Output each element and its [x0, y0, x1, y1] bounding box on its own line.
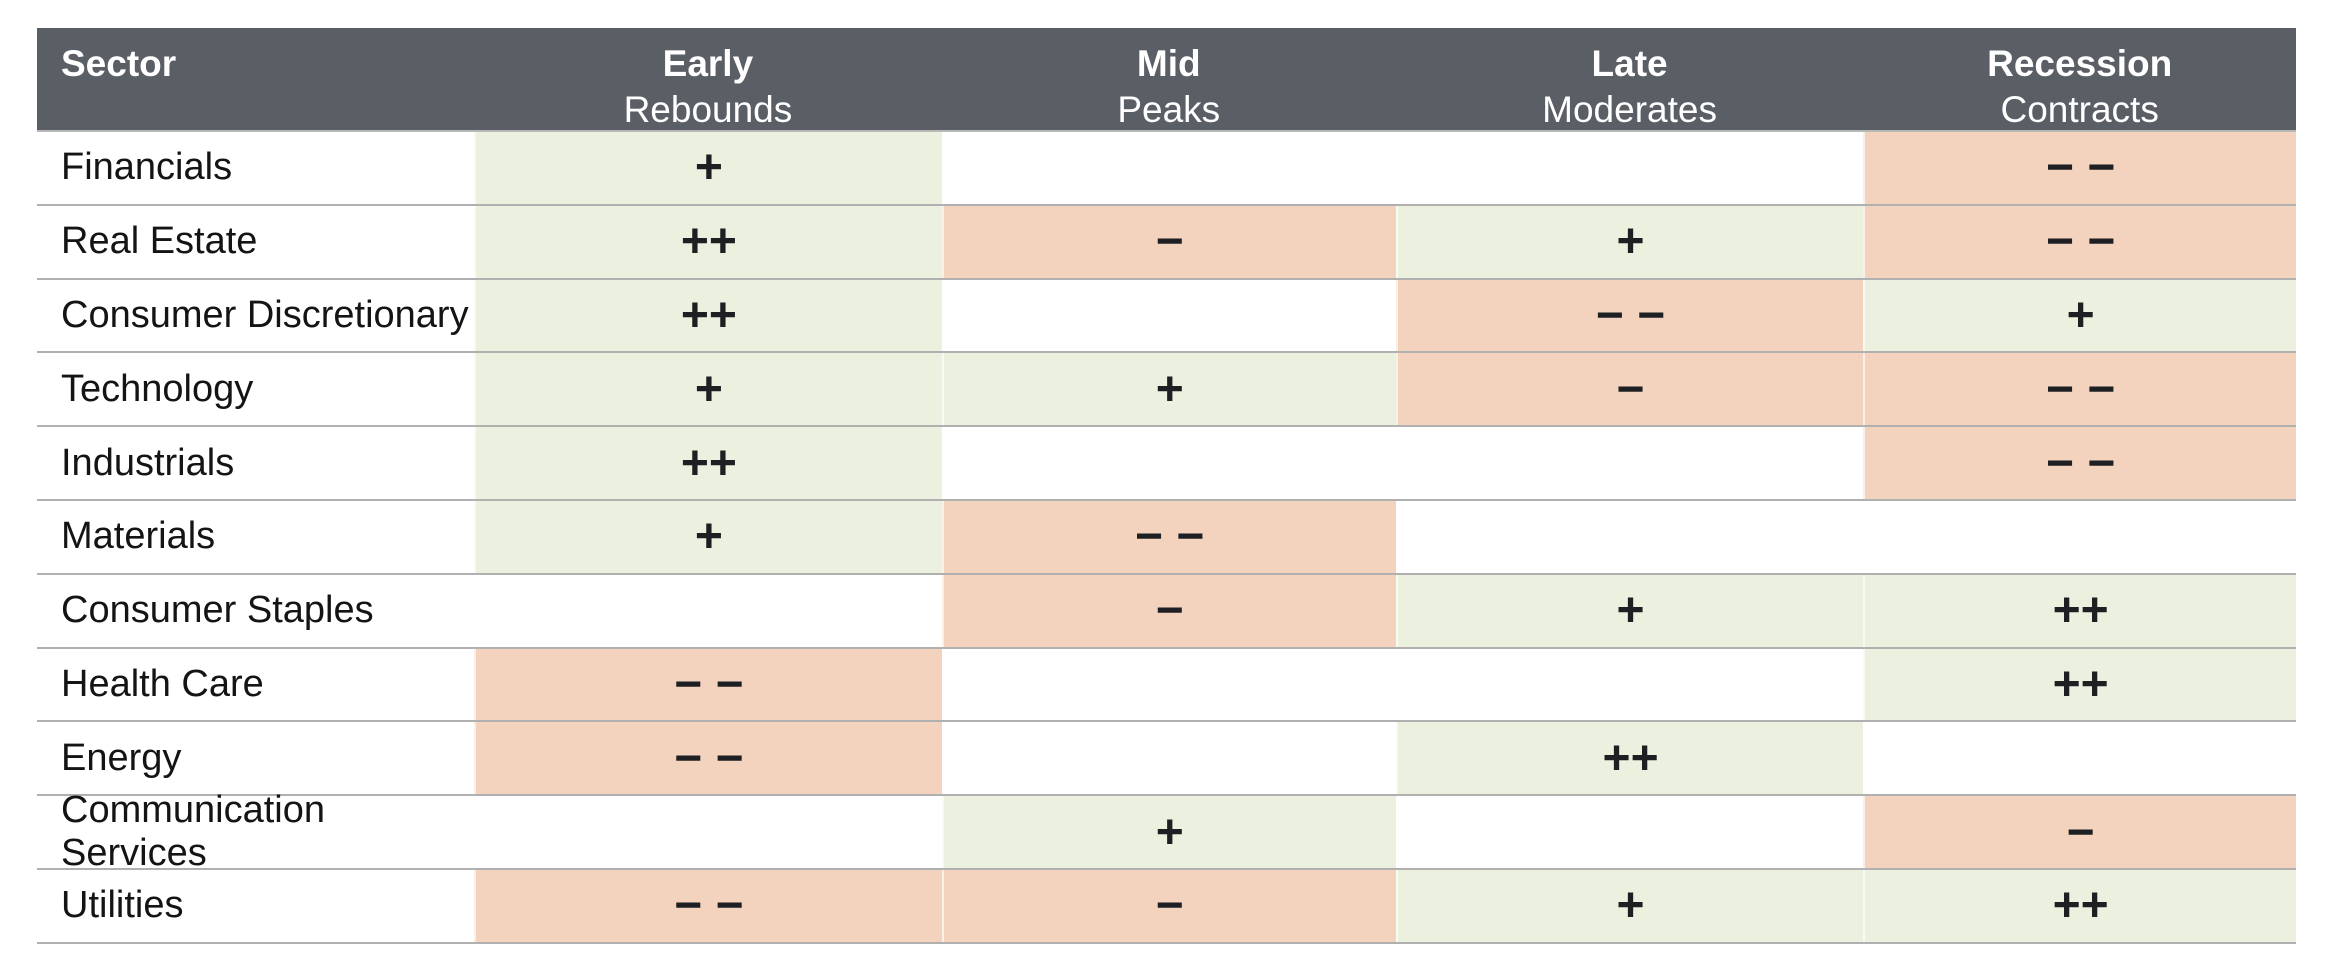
header-label: Mid: [1136, 43, 1201, 84]
matrix-cell: − −: [474, 722, 942, 795]
header-cell-mid: Mid Peaks: [942, 28, 1396, 130]
matrix-cell: − −: [1863, 132, 2296, 204]
matrix-cell: −: [1863, 796, 2296, 868]
sector-label: Utilities: [37, 869, 475, 942]
table-row-materials: Materials + − −: [37, 500, 2296, 575]
matrix-cell: [1395, 648, 1864, 721]
matrix-cell: [941, 648, 1396, 721]
table-row-financials: Financials + − −: [37, 132, 2296, 206]
sector-label: Consumer Staples: [37, 574, 475, 647]
matrix-cell: ++: [1863, 574, 2296, 647]
matrix-cell: [1395, 427, 1864, 499]
matrix-cell: − −: [1863, 205, 2296, 278]
matrix-cell: +: [941, 353, 1396, 426]
sector-label: Industrials: [37, 427, 475, 499]
matrix-cell: − −: [941, 500, 1396, 573]
header-label: Recession: [1987, 43, 2173, 84]
table-header-row: Sector Early Rebounds Mid Peaks Late Mod…: [37, 28, 2296, 132]
matrix-cell: − −: [1395, 279, 1864, 352]
table-row-technology: Technology + + − − −: [37, 353, 2296, 428]
matrix-cell: ++: [474, 205, 942, 278]
header-cell-recession: Recession Contracts: [1863, 28, 2296, 130]
matrix-cell: +: [1395, 869, 1864, 942]
matrix-cell: − −: [474, 869, 942, 942]
matrix-cell: −: [941, 869, 1396, 942]
matrix-cell: [474, 574, 942, 647]
matrix-cell: [1863, 722, 2296, 795]
sector-label: Energy: [37, 722, 475, 795]
matrix-cell: ++: [474, 427, 942, 499]
table-row-health-care: Health Care − − ++: [37, 648, 2296, 723]
table-row-communication-services: Communication Services + −: [37, 789, 2296, 874]
table-row-consumer-discretionary: Consumer Discretionary ++ − − +: [37, 279, 2296, 354]
matrix-cell: − −: [474, 648, 942, 721]
sector-label: Communication Services: [37, 789, 475, 874]
header-sublabel: Contracts: [2000, 89, 2159, 130]
table-row-consumer-staples: Consumer Staples − + ++: [37, 574, 2296, 649]
header-label: Early: [662, 43, 754, 84]
sector-rotation-table: Sector Early Rebounds Mid Peaks Late Mod…: [37, 28, 2296, 944]
header-cell-late: Late Moderates: [1396, 28, 1864, 130]
matrix-cell: −: [941, 205, 1396, 278]
matrix-cell: +: [1395, 205, 1864, 278]
matrix-cell: +: [1863, 279, 2296, 352]
matrix-cell: [1863, 500, 2296, 573]
matrix-cell: [1395, 500, 1864, 573]
sector-label: Financials: [37, 132, 475, 204]
table-row-energy: Energy − − ++: [37, 722, 2296, 797]
header-sublabel: Moderates: [1542, 89, 1717, 130]
header-sublabel: Peaks: [1117, 89, 1221, 130]
matrix-cell: −: [1395, 353, 1864, 426]
table-row-utilities: Utilities − − − + ++: [37, 869, 2296, 944]
matrix-cell: [1395, 132, 1864, 204]
matrix-cell: − −: [1863, 427, 2296, 499]
sector-label: Real Estate: [37, 205, 475, 278]
matrix-cell: [941, 427, 1396, 499]
sector-label: Materials: [37, 500, 475, 573]
header-cell-early: Early Rebounds: [474, 28, 942, 130]
table-row-real-estate: Real Estate ++ − + − −: [37, 205, 2296, 280]
sector-label: Health Care: [37, 648, 475, 721]
header-label: Sector: [61, 43, 177, 84]
matrix-cell: +: [474, 132, 942, 204]
sector-label: Technology: [37, 353, 475, 426]
sector-label: Consumer Discretionary: [37, 279, 475, 352]
header-label: Late: [1591, 43, 1668, 84]
matrix-cell: ++: [1863, 648, 2296, 721]
matrix-cell: [941, 279, 1396, 352]
matrix-cell: ++: [474, 279, 942, 352]
matrix-cell: ++: [1863, 869, 2296, 942]
table-row-industrials: Industrials ++ − −: [37, 427, 2296, 501]
matrix-cell: [941, 722, 1396, 795]
matrix-cell: −: [941, 574, 1396, 647]
matrix-cell: − −: [1863, 353, 2296, 426]
matrix-cell: +: [474, 500, 942, 573]
matrix-cell: ++: [1395, 722, 1864, 795]
matrix-cell: +: [1395, 574, 1864, 647]
matrix-cell: +: [474, 353, 942, 426]
header-sublabel: Rebounds: [623, 89, 793, 130]
matrix-cell: +: [941, 796, 1396, 868]
matrix-cell: [474, 796, 942, 868]
matrix-cell: [941, 132, 1396, 204]
matrix-cell: [1395, 796, 1864, 868]
header-cell-sector: Sector: [37, 28, 474, 130]
